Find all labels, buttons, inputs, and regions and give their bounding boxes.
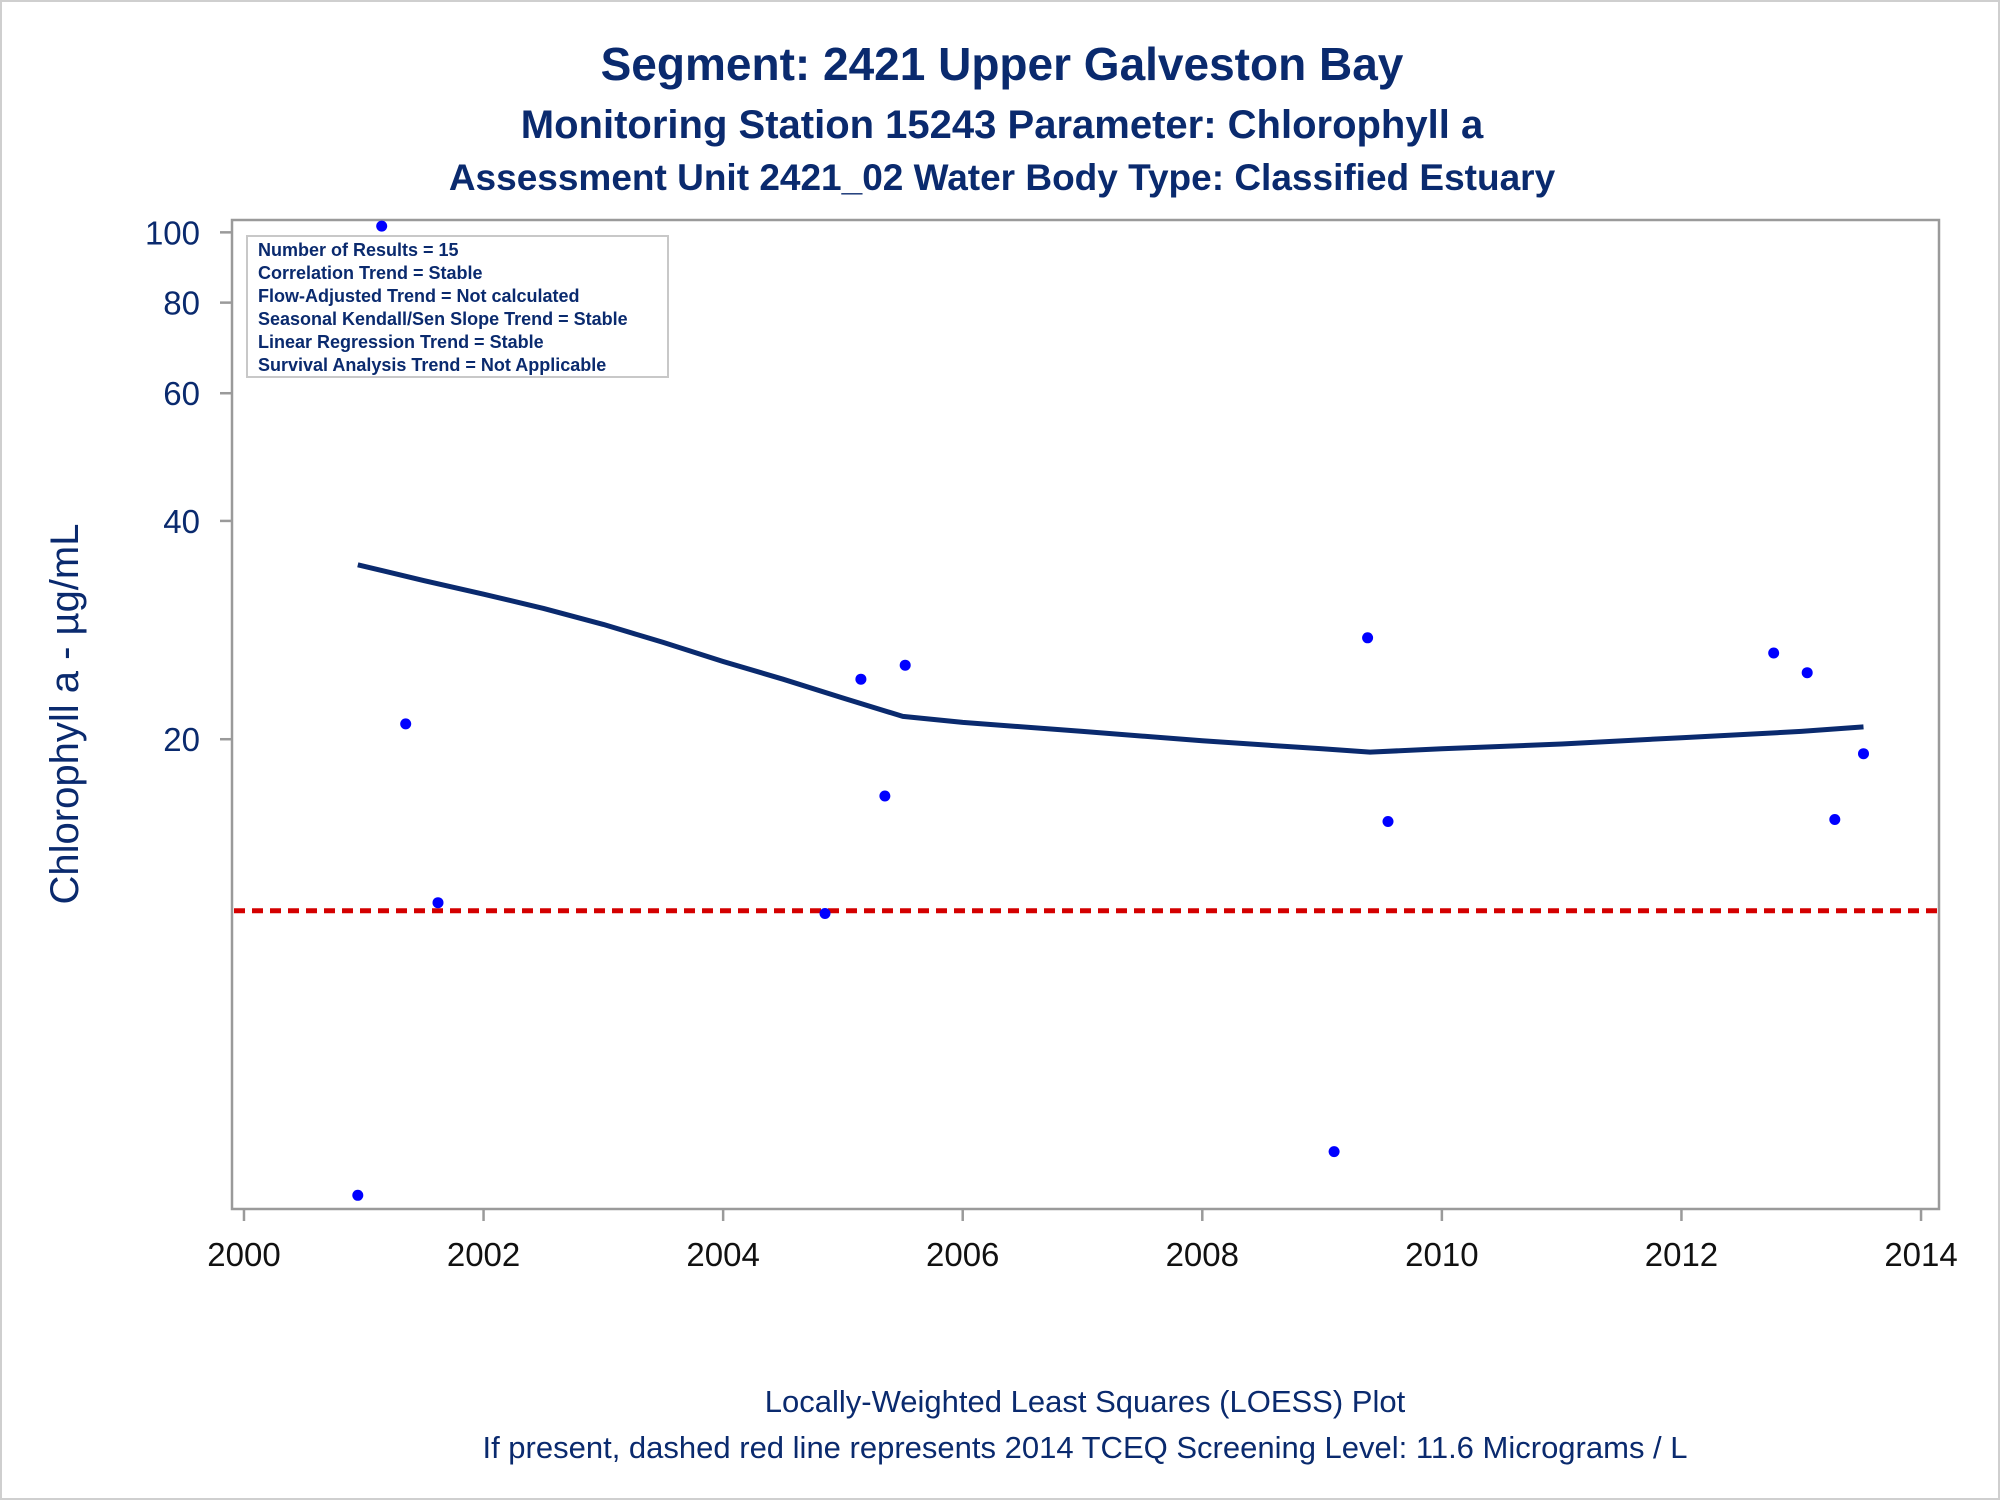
data-point xyxy=(819,908,831,919)
y-axis: 20 40 60 80 100 xyxy=(145,214,232,758)
x-tick-label: 2012 xyxy=(1645,1236,1718,1273)
y-tick-label: 40 xyxy=(163,503,200,540)
data-point xyxy=(352,1189,364,1201)
x-tick-label: 2000 xyxy=(207,1236,280,1273)
stat-correlation-trend: Correlation Trend = Stable xyxy=(258,263,483,283)
chart-subtitle-assessment: Assessment Unit 2421_02 Water Body Type:… xyxy=(449,157,1556,198)
stat-flow-adjusted-trend: Flow-Adjusted Trend = Not calculated xyxy=(258,286,580,306)
data-point xyxy=(1829,814,1841,825)
x-tick-label: 2004 xyxy=(686,1236,759,1273)
y-tick-label: 80 xyxy=(163,285,200,322)
data-point xyxy=(879,790,891,802)
x-axis: 2000 2002 2004 2006 2008 2010 2012 2014 xyxy=(207,1209,1958,1273)
data-point xyxy=(432,897,444,909)
footer-screening-note: If present, dashed red line represents 2… xyxy=(482,1430,1687,1465)
y-tick-label: 60 xyxy=(163,375,200,412)
data-point xyxy=(376,220,388,232)
stats-box xyxy=(246,235,669,378)
y-tick-label: 20 xyxy=(163,721,200,758)
stat-linear-regression-trend: Linear Regression Trend = Stable xyxy=(258,332,544,352)
x-tick-label: 2006 xyxy=(926,1236,999,1273)
x-tick-label: 2014 xyxy=(1884,1236,1957,1273)
data-point xyxy=(1328,1146,1340,1158)
footer-loess-note: Locally-Weighted Least Squares (LOESS) P… xyxy=(765,1384,1406,1419)
chart-subtitle-station: Monitoring Station 15243 Parameter: Chlo… xyxy=(521,103,1484,147)
data-point xyxy=(1768,647,1780,659)
data-point xyxy=(899,659,911,671)
data-point xyxy=(855,673,867,685)
data-point xyxy=(1801,667,1813,679)
stat-seasonal-kendall-trend: Seasonal Kendall/Sen Slope Trend = Stabl… xyxy=(258,309,628,329)
loess-curve xyxy=(357,562,1864,755)
x-tick-label: 2002 xyxy=(447,1236,520,1273)
data-point xyxy=(1362,632,1374,644)
x-tick-label: 2008 xyxy=(1166,1236,1239,1273)
x-tick-label: 2010 xyxy=(1405,1236,1478,1273)
y-axis-label: Chlorophyll a - µg/mL xyxy=(43,524,87,905)
data-point xyxy=(400,718,412,730)
y-tick-label: 100 xyxy=(145,214,200,251)
plot-area-frame xyxy=(230,218,1941,1211)
points-layer xyxy=(352,220,1869,1201)
data-point xyxy=(1382,816,1394,827)
data-point xyxy=(1858,748,1869,760)
chart-title: Segment: 2421 Upper Galveston Bay xyxy=(601,38,1404,90)
stat-number-of-results: Number of Results = 15 xyxy=(258,240,459,260)
stat-survival-analysis-trend: Survival Analysis Trend = Not Applicable xyxy=(258,355,606,375)
loess-layer xyxy=(357,562,1864,755)
